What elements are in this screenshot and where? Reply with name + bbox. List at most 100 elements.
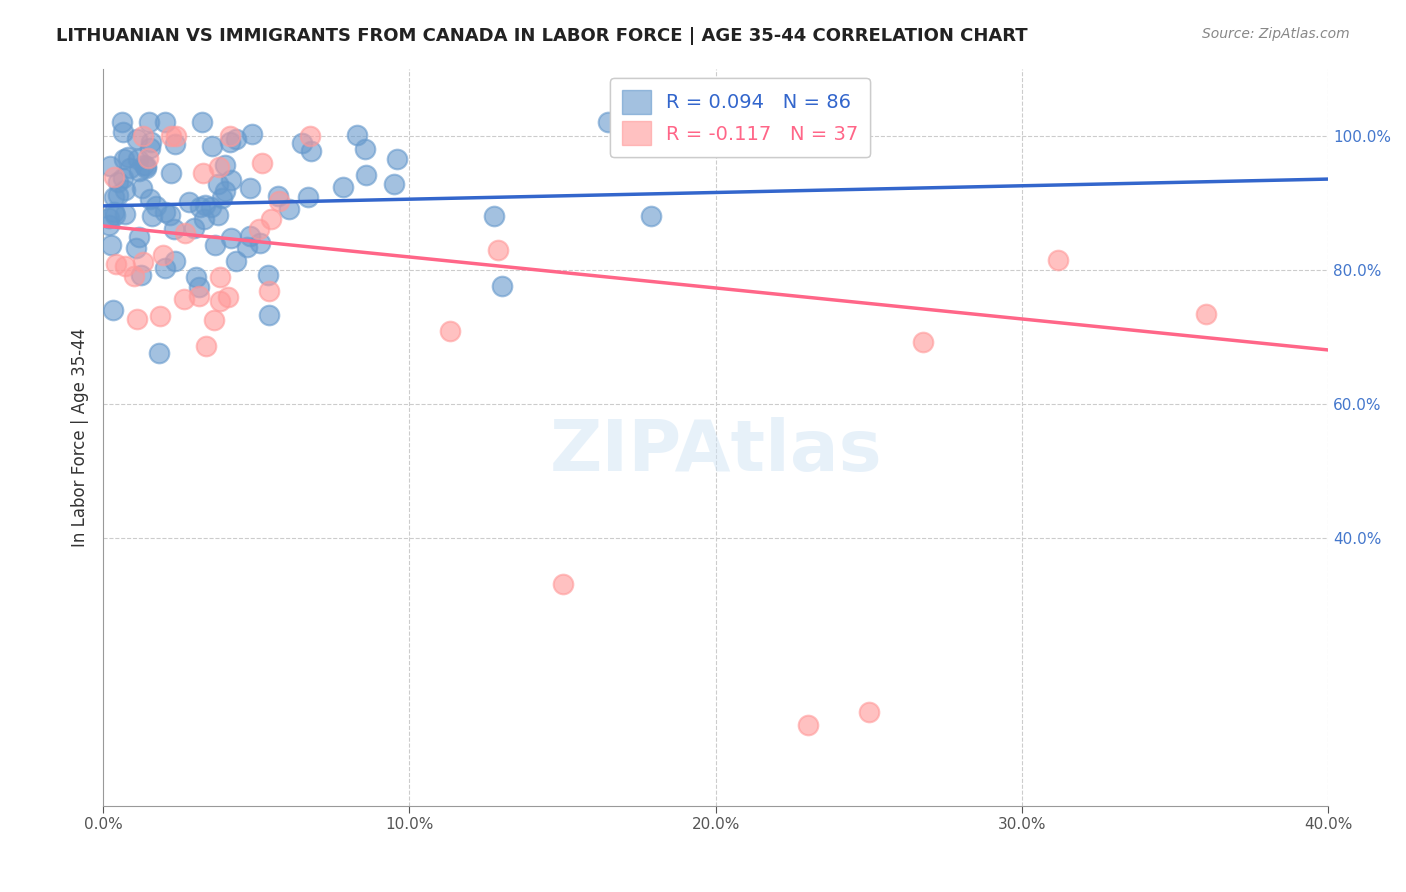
Immigrants from Canada: [911, 335, 934, 350]
Lithuanians: [165, 136, 187, 151]
Lithuanians: [141, 210, 163, 224]
Text: ZIPAtlas: ZIPAtlas: [550, 417, 882, 486]
Lithuanians: [159, 208, 181, 222]
Lithuanians: [188, 279, 211, 293]
Immigrants from Canada: [247, 221, 270, 235]
Lithuanians: [200, 200, 222, 214]
Lithuanians: [114, 183, 136, 197]
Immigrants from Canada: [127, 312, 149, 326]
Lithuanians: [219, 135, 242, 149]
Immigrants from Canada: [152, 247, 174, 261]
Immigrants from Canada: [173, 227, 195, 241]
Lithuanians: [127, 152, 149, 166]
Lithuanians: [236, 240, 259, 254]
Immigrants from Canada: [195, 339, 218, 353]
Lithuanians: [128, 230, 150, 244]
Lithuanians: [128, 164, 150, 178]
Immigrants from Canada: [218, 128, 240, 143]
Lithuanians: [191, 115, 214, 129]
Immigrants from Canada: [160, 128, 183, 143]
Lithuanians: [135, 160, 157, 174]
Lithuanians: [278, 202, 301, 217]
Lithuanians: [98, 218, 121, 232]
Lithuanians: [207, 208, 229, 222]
Lithuanians: [163, 222, 186, 236]
Lithuanians: [111, 170, 134, 185]
Immigrants from Canada: [202, 313, 225, 327]
Lithuanians: [211, 191, 233, 205]
Immigrants from Canada: [1047, 252, 1070, 267]
Immigrants from Canada: [439, 324, 461, 338]
Immigrants from Canada: [1194, 307, 1216, 321]
Lithuanians: [139, 141, 162, 155]
Lithuanians: [194, 198, 217, 212]
Immigrants from Canada: [103, 170, 125, 185]
Lithuanians: [484, 209, 506, 223]
Immigrants from Canada: [208, 270, 231, 285]
Lithuanians: [103, 190, 125, 204]
Lithuanians: [110, 115, 132, 129]
Lithuanians: [100, 237, 122, 252]
Lithuanians: [163, 254, 186, 268]
Lithuanians: [354, 168, 377, 182]
Lithuanians: [267, 188, 290, 202]
Lithuanians: [107, 188, 129, 202]
Lithuanians: [107, 175, 129, 189]
Immigrants from Canada: [208, 161, 231, 175]
Lithuanians: [332, 179, 354, 194]
Lithuanians: [135, 161, 157, 175]
Immigrants from Canada: [149, 309, 172, 323]
Immigrants from Canada: [136, 151, 159, 165]
Lithuanians: [299, 145, 322, 159]
Lithuanians: [104, 208, 127, 222]
Lithuanians: [240, 127, 263, 141]
Lithuanians: [179, 195, 201, 210]
Lithuanians: [145, 199, 167, 213]
Lithuanians: [219, 172, 242, 186]
Lithuanians: [200, 138, 222, 153]
Immigrants from Canada: [122, 269, 145, 284]
Lithuanians: [103, 205, 125, 219]
Immigrants from Canada: [858, 705, 880, 719]
Immigrants from Canada: [208, 293, 231, 308]
Immigrants from Canada: [193, 166, 215, 180]
Lithuanians: [297, 190, 319, 204]
Immigrants from Canada: [132, 128, 155, 143]
Immigrants from Canada: [132, 254, 155, 268]
Text: Source: ZipAtlas.com: Source: ZipAtlas.com: [1202, 27, 1350, 41]
Lithuanians: [257, 308, 280, 322]
Lithuanians: [153, 205, 176, 219]
Lithuanians: [114, 207, 136, 221]
Lithuanians: [139, 135, 162, 149]
Lithuanians: [598, 115, 620, 129]
Lithuanians: [98, 211, 121, 225]
Y-axis label: In Labor Force | Age 35-44: In Labor Force | Age 35-44: [72, 327, 89, 547]
Lithuanians: [131, 180, 153, 194]
Lithuanians: [385, 153, 408, 167]
Lithuanians: [193, 211, 215, 226]
Lithuanians: [207, 178, 229, 192]
Immigrants from Canada: [114, 260, 136, 274]
Lithuanians: [134, 158, 156, 172]
Lithuanians: [214, 185, 236, 199]
Lithuanians: [125, 132, 148, 146]
Lithuanians: [346, 128, 368, 142]
Lithuanians: [183, 220, 205, 235]
Lithuanians: [225, 132, 247, 146]
Immigrants from Canada: [260, 211, 283, 226]
Lithuanians: [204, 237, 226, 252]
Lithuanians: [129, 268, 152, 282]
Lithuanians: [382, 178, 405, 192]
Lithuanians: [118, 161, 141, 175]
Immigrants from Canada: [173, 292, 195, 306]
Lithuanians: [148, 346, 170, 360]
Lithuanians: [160, 166, 183, 180]
Lithuanians: [188, 200, 211, 214]
Immigrants from Canada: [298, 128, 321, 143]
Immigrants from Canada: [796, 718, 818, 732]
Lithuanians: [138, 115, 160, 129]
Lithuanians: [353, 142, 375, 156]
Lithuanians: [238, 229, 260, 244]
Lithuanians: [257, 268, 280, 282]
Lithuanians: [291, 136, 314, 150]
